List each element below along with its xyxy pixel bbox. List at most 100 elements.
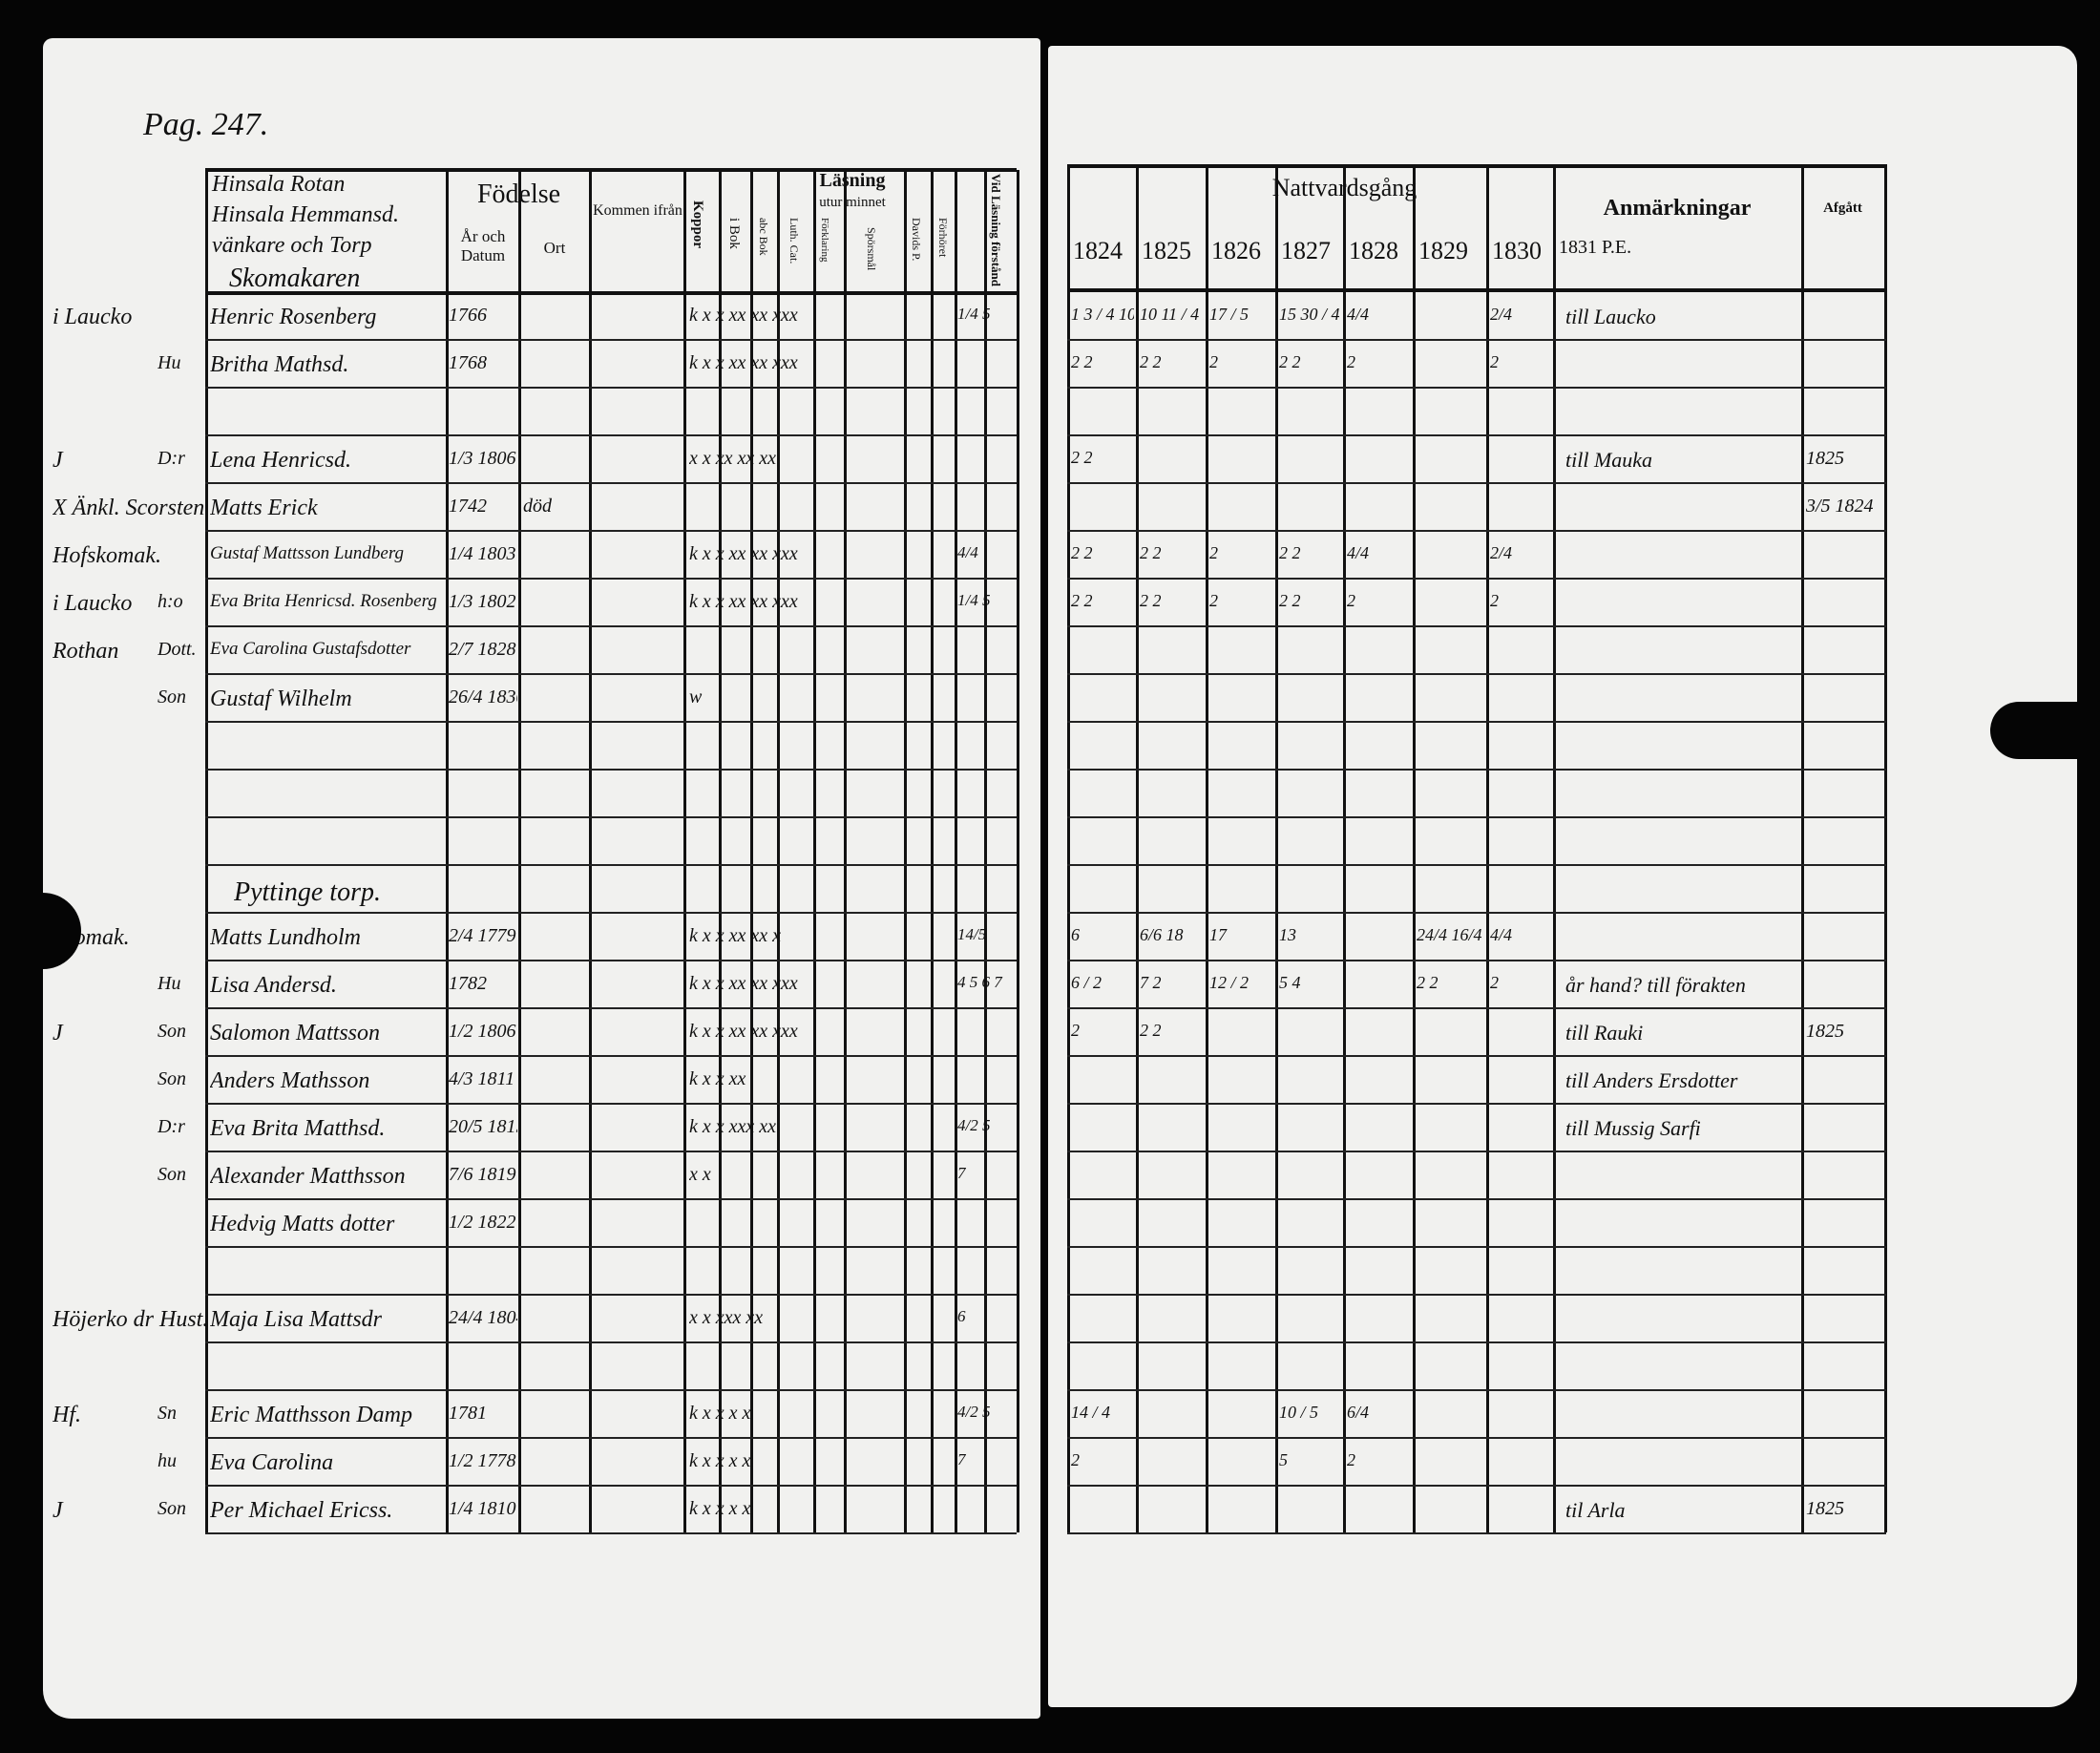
communion-1830: 2 bbox=[1490, 973, 1499, 992]
row-rule bbox=[205, 1341, 1017, 1343]
reading-marks: k x x x x bbox=[689, 1498, 751, 1519]
year-header-1830: 1830 bbox=[1492, 237, 1542, 264]
communion-1824: 14 / 4 bbox=[1071, 1403, 1111, 1422]
header-smallpox: Koppor bbox=[690, 201, 705, 249]
row-rule bbox=[205, 673, 1017, 675]
year-header-1827: 1827 bbox=[1281, 237, 1331, 264]
column-rule bbox=[955, 170, 957, 1532]
relation-label: Hu bbox=[158, 973, 181, 994]
column-rule bbox=[1553, 164, 1556, 1532]
column-rule bbox=[1884, 164, 1887, 1532]
reading-note: 1/4 5 bbox=[957, 591, 991, 609]
row-rule bbox=[1067, 1341, 1886, 1343]
column-rule bbox=[446, 170, 449, 1532]
departed-year: 1825 bbox=[1806, 448, 1844, 469]
row-rule bbox=[205, 721, 1017, 723]
row-rule bbox=[205, 1294, 1017, 1296]
person-name: Eva Carolina Gustafsdotter bbox=[210, 639, 411, 659]
row-rule bbox=[205, 387, 1017, 389]
communion-1830: 2/4 bbox=[1490, 305, 1513, 324]
birth-date: 1/3 1802 bbox=[449, 591, 516, 612]
header-understanding: Vid Läsning förstånd bbox=[989, 174, 1003, 286]
column-rule bbox=[1136, 164, 1139, 1532]
communion-1825: 2 2 bbox=[1140, 543, 1162, 562]
birth-date: 1/2 1822 bbox=[449, 1212, 516, 1233]
header-came-from: Kommen ifrån bbox=[593, 202, 682, 219]
row-rule bbox=[205, 769, 1017, 771]
communion-1826: 2 bbox=[1209, 352, 1218, 371]
row-rule bbox=[205, 1532, 1017, 1534]
row-rule bbox=[1067, 1294, 1886, 1296]
header-bottom-rule bbox=[205, 291, 1017, 295]
row-rule bbox=[1067, 1198, 1886, 1200]
departed-year: 1825 bbox=[1806, 1021, 1844, 1042]
row-rule bbox=[1067, 339, 1886, 341]
column-rule bbox=[518, 170, 521, 1532]
communion-1827: 15 30 / 4 bbox=[1279, 305, 1340, 324]
row-rule bbox=[1067, 434, 1886, 436]
communion-1824: 2 2 bbox=[1071, 543, 1093, 562]
remark: till Mussig Sarfi bbox=[1565, 1116, 1701, 1140]
margin-note: Rothan bbox=[52, 639, 119, 664]
communion-1827: 10 / 5 bbox=[1279, 1403, 1319, 1422]
row-rule bbox=[205, 1055, 1017, 1057]
reading-note: 1/4 5 bbox=[957, 305, 991, 323]
row-rule bbox=[1067, 721, 1886, 723]
heading-line-2: Hinsala Hemmansd. bbox=[212, 202, 399, 227]
remark: till Laucko bbox=[1565, 305, 1656, 328]
row-rule bbox=[205, 625, 1017, 627]
reading-marks: k x x xx xx x bbox=[689, 925, 782, 946]
communion-1826: 17 bbox=[1209, 925, 1227, 944]
heading-line-4: Skomakaren bbox=[229, 264, 361, 293]
row-rule bbox=[1067, 1532, 1886, 1534]
communion-1824: 2 bbox=[1071, 1450, 1080, 1469]
row-rule bbox=[1067, 769, 1886, 771]
column-rule bbox=[750, 170, 753, 1532]
reading-marks: k x x xx xx xxx bbox=[689, 973, 798, 994]
column-rule bbox=[931, 170, 934, 1532]
header-reading: Läsning bbox=[819, 170, 886, 191]
person-name: Lena Henricsd. bbox=[210, 448, 351, 473]
row-rule bbox=[1067, 625, 1886, 627]
relation-label: Hu bbox=[158, 352, 181, 373]
margin-note: i Laucko bbox=[52, 591, 133, 616]
remark: till Mauka bbox=[1565, 448, 1653, 472]
reading-note: 4/2 5 bbox=[957, 1116, 991, 1134]
reading-note: 4/4 bbox=[957, 543, 978, 561]
communion-1824: 2 2 bbox=[1071, 352, 1093, 371]
person-name: Gustaf Wilhelm bbox=[210, 686, 352, 711]
birth-date: 2/4 1779 bbox=[449, 925, 516, 946]
communion-1829: 2 2 bbox=[1417, 973, 1438, 992]
row-rule bbox=[1067, 912, 1886, 914]
reading-marks: x x xx xx xx bbox=[689, 448, 777, 469]
row-rule bbox=[205, 1485, 1017, 1487]
communion-1827: 2 2 bbox=[1279, 543, 1301, 562]
communion-1824: 6 bbox=[1071, 925, 1080, 944]
relation-label: Son bbox=[158, 1021, 186, 1042]
person-name: Eva Brita Henricsd. Rosenberg bbox=[210, 591, 437, 611]
person-name: Per Michael Ericss. bbox=[210, 1498, 393, 1523]
communion-1830: 2 bbox=[1490, 591, 1499, 610]
birth-date: 26/4 1830 bbox=[449, 686, 517, 708]
remark: år hand? till förakten bbox=[1565, 973, 1746, 997]
header-birth-date: År och Datum bbox=[460, 227, 506, 264]
margin-note: Hofskomak. bbox=[52, 543, 161, 568]
reading-marks: k x x xx xx xxx bbox=[689, 305, 798, 326]
row-rule bbox=[205, 1389, 1017, 1391]
year-header-1828: 1828 bbox=[1349, 237, 1398, 264]
row-rule bbox=[1067, 578, 1886, 580]
column-rule bbox=[1206, 164, 1208, 1532]
column-rule bbox=[813, 170, 816, 1532]
relation-label: D:r bbox=[158, 448, 185, 469]
reading-note: 6 bbox=[957, 1307, 966, 1325]
column-rule bbox=[205, 170, 208, 1532]
communion-1830: 2 bbox=[1490, 352, 1499, 371]
column-rule bbox=[589, 170, 592, 1532]
header-birth-place: Ort bbox=[543, 239, 566, 257]
year-header-1829: 1829 bbox=[1418, 237, 1468, 264]
row-rule bbox=[1067, 1485, 1886, 1487]
row-rule bbox=[205, 482, 1017, 484]
communion-1827: 2 2 bbox=[1279, 591, 1301, 610]
header-hearing: Förhöret bbox=[936, 218, 950, 258]
reading-note: 7 bbox=[957, 1164, 966, 1182]
